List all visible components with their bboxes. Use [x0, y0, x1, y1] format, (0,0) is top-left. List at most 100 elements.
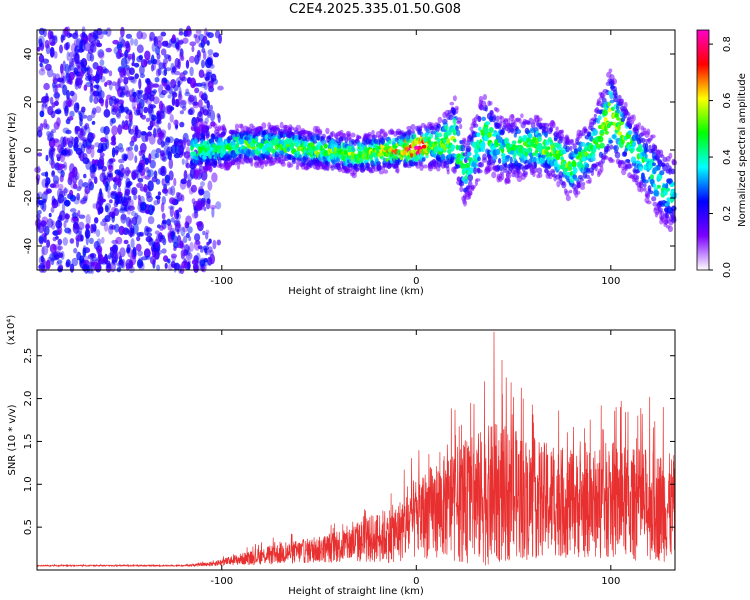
- spectrogram-ridge-cell: [505, 155, 511, 159]
- spectrogram-ridge-cell: [570, 138, 575, 146]
- spectrogram-noise-cell: [114, 223, 120, 233]
- spectrogram-noise-cell: [109, 118, 114, 127]
- spectrogram-noise-cell: [69, 61, 75, 71]
- spectrogram-noise-cell: [60, 78, 64, 83]
- spectrogram-ridge-cell: [465, 162, 471, 169]
- spectrogram-noise-cell: [109, 224, 114, 230]
- spectrogram-ridge-cell: [380, 137, 385, 145]
- spectrogram-noise-cell: [169, 206, 174, 218]
- spectrogram-noise-cell: [149, 94, 155, 102]
- spectrogram-noise-cell: [119, 91, 125, 98]
- spectrogram-noise-cell: [212, 239, 217, 250]
- spectrogram-ridge-cell: [618, 164, 623, 169]
- spectrogram-ridge-cell: [665, 182, 669, 189]
- spectrogram-noise-cell: [153, 200, 159, 206]
- spectrogram-noise-cell: [180, 250, 186, 259]
- spectrogram-noise-cell: [198, 69, 205, 78]
- spectrogram-noise-cell: [160, 140, 165, 148]
- spectrogram-noise-cell: [79, 255, 85, 264]
- spectrogram-ridge-cell: [207, 166, 213, 172]
- spectrogram-noise-cell: [154, 152, 160, 159]
- spectrogram-ridge-cell: [288, 163, 294, 168]
- spectrogram-noise-cell: [50, 130, 54, 137]
- spectrogram-noise-cell: [139, 112, 143, 118]
- spectrogram-ridge-cell: [580, 185, 585, 190]
- spectrogram-noise-cell: [128, 123, 131, 134]
- spectrogram-noise-cell: [152, 58, 158, 65]
- spectrogram-noise-cell: [81, 39, 87, 46]
- spectrogram-noise-cell: [51, 170, 55, 176]
- spectrogram-noise-cell: [160, 234, 165, 240]
- spectrogram-ridge-cell: [643, 183, 647, 188]
- spectrogram-ridge-cell: [406, 125, 412, 131]
- spectrogram-panel: -100 0 100 -40 -20 0 20 40 Height of straight …: [7, 25, 678, 297]
- spectrogram-noise-cell: [204, 76, 210, 81]
- spectrogram-noise-cell: [94, 142, 100, 148]
- spectrogram-ridge-cell: [631, 141, 637, 147]
- spectrogram-noise-cell: [125, 109, 133, 116]
- spectrogram-noise-cell: [114, 145, 120, 154]
- spectrogram-ridge-cell: [575, 139, 580, 145]
- spectrogram-ridge-cell: [495, 107, 500, 113]
- spectrogram-noise-cell: [118, 86, 126, 91]
- spectrogram-ridge-cell: [671, 217, 677, 224]
- spectrogram-ridge-cell: [449, 157, 455, 164]
- spectrogram-noise-cell: [96, 195, 104, 206]
- spectrogram-ridge-cell: [641, 137, 646, 144]
- spectrogram-ridge-cell: [210, 146, 214, 152]
- spectrogram-ridge-cell: [449, 101, 455, 106]
- spectrogram-noise-cell: [120, 26, 125, 38]
- spectrogram-noise-cell: [169, 197, 176, 205]
- spectrogram-noise-cell: [173, 141, 177, 147]
- spectrogram-noise-cell: [168, 170, 174, 181]
- spectrogram-ridge-cell: [509, 156, 513, 164]
- colorbar-tick-label: 0.8: [722, 36, 733, 52]
- spectrogram-noise-cell: [117, 186, 122, 195]
- spectrogram-ridge-cell: [637, 122, 642, 127]
- spectrogram-noise-cell: [69, 208, 77, 213]
- spectrogram-noise-cell: [163, 58, 168, 65]
- spectrogram-noise-cell: [51, 82, 56, 89]
- spectrogram-noise-cell: [50, 206, 55, 213]
- spectrogram-noise-cell: [158, 62, 166, 70]
- snr-x-ticks: -100 0 100: [210, 330, 620, 587]
- spectrogram-noise-cell: [207, 32, 214, 39]
- spectrogram-noise-cell: [102, 256, 108, 264]
- spectrogram-ridge-cell: [651, 144, 658, 151]
- spectrogram-noise-cell: [80, 70, 85, 77]
- spectrogram-ridge-cell: [542, 145, 548, 150]
- spectrogram-noise-cell: [143, 183, 148, 193]
- spectrogram-noise-cell: [122, 124, 130, 130]
- spectrogram-ridge-cell: [272, 129, 277, 136]
- spectrogram-ridge-cell: [476, 132, 481, 138]
- spectrogram-noise-cell: [216, 112, 220, 119]
- spectrogram-noise-cell: [44, 225, 50, 236]
- spectrogram-noise-cell: [62, 188, 69, 194]
- spectrogram-ridge-cell: [587, 131, 592, 137]
- spectrogram-noise-cell: [168, 158, 174, 170]
- spectrogram-noise-cell: [132, 246, 137, 258]
- snr-series-line: [36, 331, 676, 568]
- spectrogram-noise-cell: [188, 55, 196, 64]
- spectrogram-ridge-cell: [582, 181, 586, 187]
- spectrogram-noise-cell: [42, 28, 47, 37]
- spectrogram-ridge-cell: [506, 178, 511, 184]
- spectrogram-noise-cell: [156, 126, 162, 133]
- spectrogram-ridge-cell: [550, 168, 556, 173]
- spectrogram-noise-cell: [165, 180, 171, 186]
- spectrogram-ridge-cell: [204, 167, 208, 174]
- spectrogram-noise-cell: [89, 88, 96, 96]
- spectrogram-noise-cell: [166, 258, 170, 263]
- spectrogram-noise-cell: [46, 218, 54, 228]
- spectrogram-ridge-cell: [466, 139, 471, 146]
- spectrogram-ridge-cell: [644, 190, 650, 198]
- spectrogram-noise-cell: [192, 101, 199, 106]
- spectrogram-ridge-cell: [557, 139, 563, 144]
- spectrogram-ridge-cell: [642, 187, 647, 192]
- spectrogram-noise-cell: [185, 158, 189, 168]
- spectrogram-ridge-cell: [630, 148, 634, 154]
- spectrogram-noise-cell: [146, 78, 151, 86]
- spectrogram-noise-cell: [81, 106, 86, 113]
- spectrogram-noise-cell: [176, 209, 179, 219]
- spectrogram-noise-cell: [79, 118, 83, 127]
